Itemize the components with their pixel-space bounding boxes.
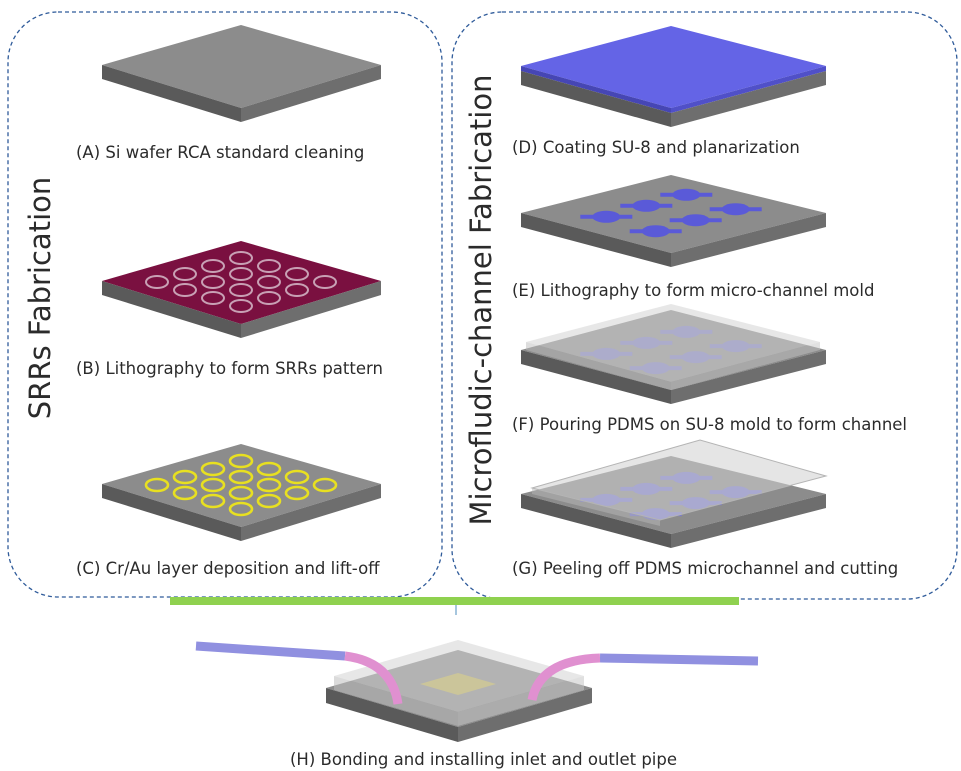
srr-ring	[257, 259, 281, 273]
srr-ring	[200, 477, 226, 493]
srr-ring	[173, 267, 197, 281]
srr-ring	[284, 485, 310, 501]
wafer-c	[102, 444, 381, 541]
microchannel-panel-title: Microfludic-channel Fabrication	[464, 75, 498, 526]
srr-ring	[228, 485, 254, 501]
srr-ring	[228, 469, 254, 485]
srr-ring	[256, 493, 282, 509]
srr-ring	[285, 283, 309, 297]
caption-f: (F) Pouring PDMS on SU-8 mold to form ch…	[512, 415, 907, 434]
srr-ring	[228, 453, 254, 469]
srr-ring	[201, 259, 225, 273]
wafer-d	[521, 26, 826, 127]
caption-c: (C) Cr/Au layer deposition and lift-off	[76, 559, 380, 578]
caption-h: (H) Bonding and installing inlet and out…	[290, 750, 677, 769]
srr-ring	[285, 267, 309, 281]
srr-ring	[229, 267, 253, 281]
channel-mold-chamber	[641, 225, 670, 238]
caption-e: (E) Lithography to form micro-channel mo…	[512, 281, 874, 300]
srr-ring	[257, 275, 281, 289]
caption-b: (B) Lithography to form SRRs pattern	[76, 359, 383, 378]
channel-mold-chamber	[681, 214, 710, 227]
wafer-f	[521, 304, 826, 404]
srr-ring	[145, 275, 169, 289]
wafer-b	[102, 241, 381, 338]
srr-ring	[144, 477, 170, 493]
srr-ring	[172, 469, 198, 485]
caption-g: (G) Peeling off PDMS microchannel and cu…	[512, 559, 898, 578]
wafer-e	[521, 175, 826, 267]
srr-ring	[201, 291, 225, 305]
caption-a: (A) Si wafer RCA standard cleaning	[76, 143, 364, 162]
srr-ring	[200, 493, 226, 509]
channel-mold-chamber	[592, 210, 621, 223]
srr-ring	[172, 485, 198, 501]
srr-pattern-rings	[145, 251, 337, 313]
srr-ring	[229, 299, 253, 313]
su8-channel-molds	[580, 188, 762, 238]
srr-ring	[312, 477, 338, 493]
bonded-chip-h	[195, 640, 759, 742]
srrs-panel-title: SRRs Fabrication	[23, 177, 57, 419]
srr-ring	[257, 291, 281, 305]
srr-ring	[256, 461, 282, 477]
channel-mold-chamber	[632, 199, 661, 212]
gold-srr-rings	[144, 453, 338, 517]
srr-ring	[201, 275, 225, 289]
wafer-a	[102, 25, 381, 122]
channel-mold-chamber	[721, 203, 750, 216]
wafer-g	[521, 439, 828, 548]
caption-d: (D) Coating SU-8 and planarization	[512, 138, 800, 157]
srr-ring	[200, 461, 226, 477]
srr-ring	[313, 275, 337, 289]
srr-ring	[256, 477, 282, 493]
srr-ring	[228, 501, 254, 517]
channel-mold-chamber	[672, 188, 701, 201]
connector-bar	[170, 597, 739, 605]
srr-ring	[229, 251, 253, 265]
srr-ring	[173, 283, 197, 297]
srr-ring	[284, 469, 310, 485]
srr-ring	[229, 283, 253, 297]
